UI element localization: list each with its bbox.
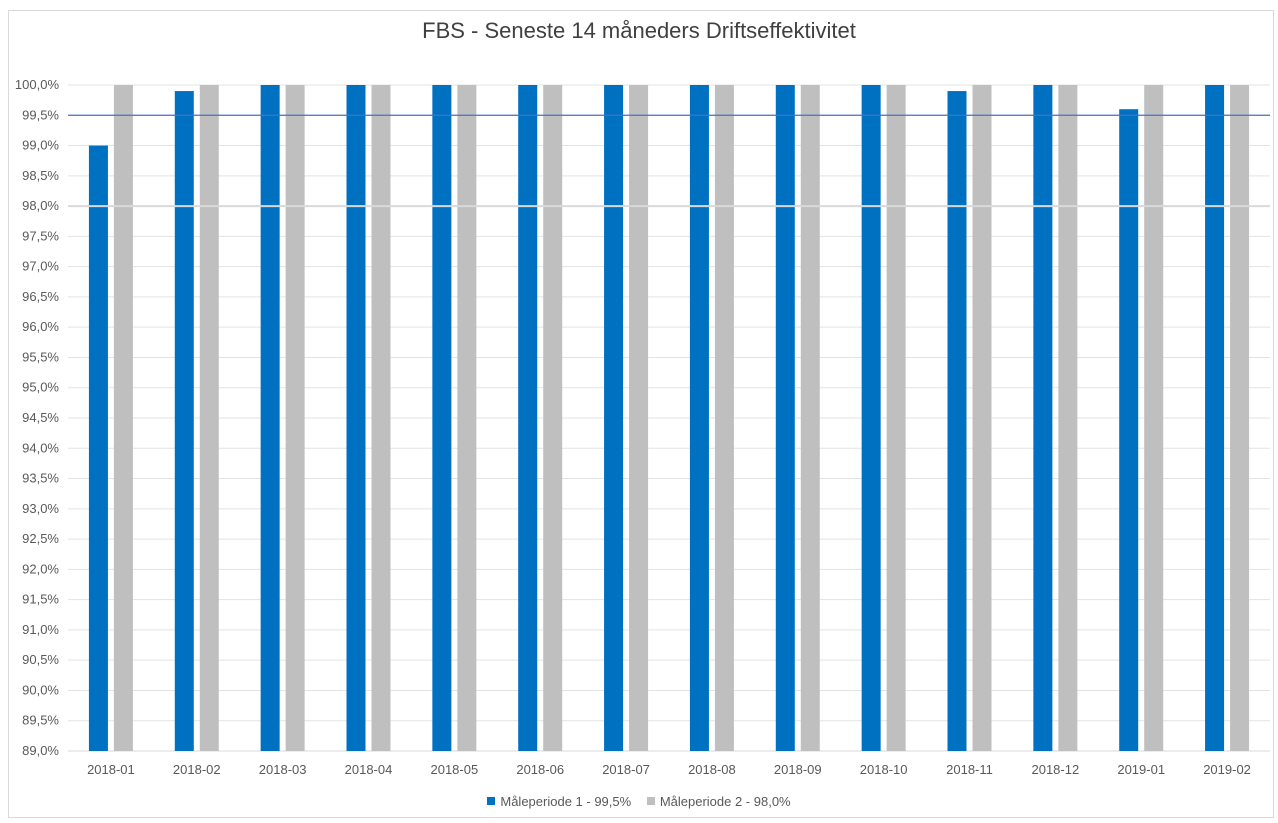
x-tick-label: 2018-01 — [87, 762, 135, 777]
bar-series-2 — [629, 85, 649, 751]
x-tick-label: 2018-05 — [430, 762, 478, 777]
x-tick-label: 2018-12 — [1031, 762, 1079, 777]
x-tick-label: 2018-02 — [173, 762, 221, 777]
x-tick-label: 2018-06 — [516, 762, 564, 777]
bar-series-1 — [432, 85, 452, 751]
bar-series-2 — [371, 85, 391, 751]
bar-series-2 — [457, 85, 477, 751]
x-tick-label: 2018-08 — [688, 762, 736, 777]
y-tick-label: 96,5% — [22, 289, 59, 304]
bar-series-1 — [1205, 85, 1225, 751]
bar-series-1 — [518, 85, 538, 751]
bar-series-2 — [1144, 85, 1164, 751]
bar-series-2 — [285, 85, 305, 751]
y-tick-label: 100,0% — [15, 77, 60, 92]
legend-swatch-series-2 — [646, 797, 655, 805]
bar-series-1 — [689, 85, 709, 751]
bar-series-2 — [543, 85, 563, 751]
x-tick-label: 2019-02 — [1203, 762, 1251, 777]
bar-series-2 — [886, 85, 906, 751]
y-tick-label: 91,0% — [22, 622, 59, 637]
y-tick-label: 89,5% — [22, 713, 59, 728]
bar-series-1 — [260, 85, 280, 751]
y-tick-label: 95,5% — [22, 349, 59, 364]
y-tick-label: 91,5% — [22, 592, 59, 607]
bar-series-1 — [346, 85, 366, 751]
bar-series-2 — [972, 85, 992, 751]
y-tick-label: 92,5% — [22, 531, 59, 546]
bar-series-2 — [113, 85, 133, 751]
x-tick-label: 2018-09 — [774, 762, 822, 777]
y-tick-label: 95,0% — [22, 380, 59, 395]
legend: Måleperiode 1 - 99,5% Måleperiode 2 - 98… — [0, 793, 1278, 809]
x-tick-label: 2018-04 — [345, 762, 393, 777]
y-tick-label: 96,0% — [22, 319, 59, 334]
bar-series-1 — [604, 85, 624, 751]
x-tick-label: 2018-07 — [602, 762, 650, 777]
y-tick-label: 99,0% — [22, 138, 59, 153]
legend-item-series-1: Måleperiode 1 - 99,5% — [487, 794, 631, 809]
x-tick-label: 2018-10 — [860, 762, 908, 777]
y-tick-label: 98,0% — [22, 198, 59, 213]
y-tick-label: 90,5% — [22, 652, 59, 667]
x-tick-label: 2018-03 — [259, 762, 307, 777]
bar-series-1 — [88, 145, 108, 751]
bar-series-1 — [861, 85, 881, 751]
bar-series-1 — [174, 91, 194, 751]
x-tick-label: 2018-11 — [946, 762, 993, 777]
bar-series-2 — [714, 85, 734, 751]
y-tick-label: 99,5% — [22, 107, 59, 122]
y-tick-label: 90,0% — [22, 682, 59, 697]
x-tick-label: 2019-01 — [1117, 762, 1165, 777]
bar-series-2 — [199, 85, 219, 751]
y-tick-label: 98,5% — [22, 168, 59, 183]
legend-label-series-1: Måleperiode 1 - 99,5% — [500, 793, 632, 809]
bar-series-1 — [947, 91, 967, 751]
y-tick-label: 94,5% — [22, 410, 59, 425]
bar-series-2 — [800, 85, 820, 751]
bar-series-2 — [1058, 85, 1078, 751]
legend-swatch-series-1 — [487, 797, 496, 805]
y-tick-label: 89,0% — [22, 743, 59, 758]
y-tick-label: 93,5% — [22, 471, 59, 486]
bar-series-2 — [1230, 85, 1250, 751]
y-tick-label: 93,0% — [22, 501, 59, 516]
bar-series-1 — [1033, 85, 1053, 751]
y-tick-label: 94,0% — [22, 440, 59, 455]
bar-series-1 — [1119, 109, 1139, 751]
legend-item-series-2: Måleperiode 2 - 98,0% — [646, 793, 791, 809]
y-tick-label: 92,0% — [22, 561, 59, 576]
y-tick-label: 97,5% — [22, 228, 59, 243]
y-tick-label: 97,0% — [22, 259, 59, 274]
legend-label-series-2: Måleperiode 2 - 98,0% — [659, 793, 791, 809]
bar-series-1 — [775, 85, 795, 751]
chart-title: FBS - Seneste 14 måneders Driftseffektiv… — [422, 18, 856, 43]
